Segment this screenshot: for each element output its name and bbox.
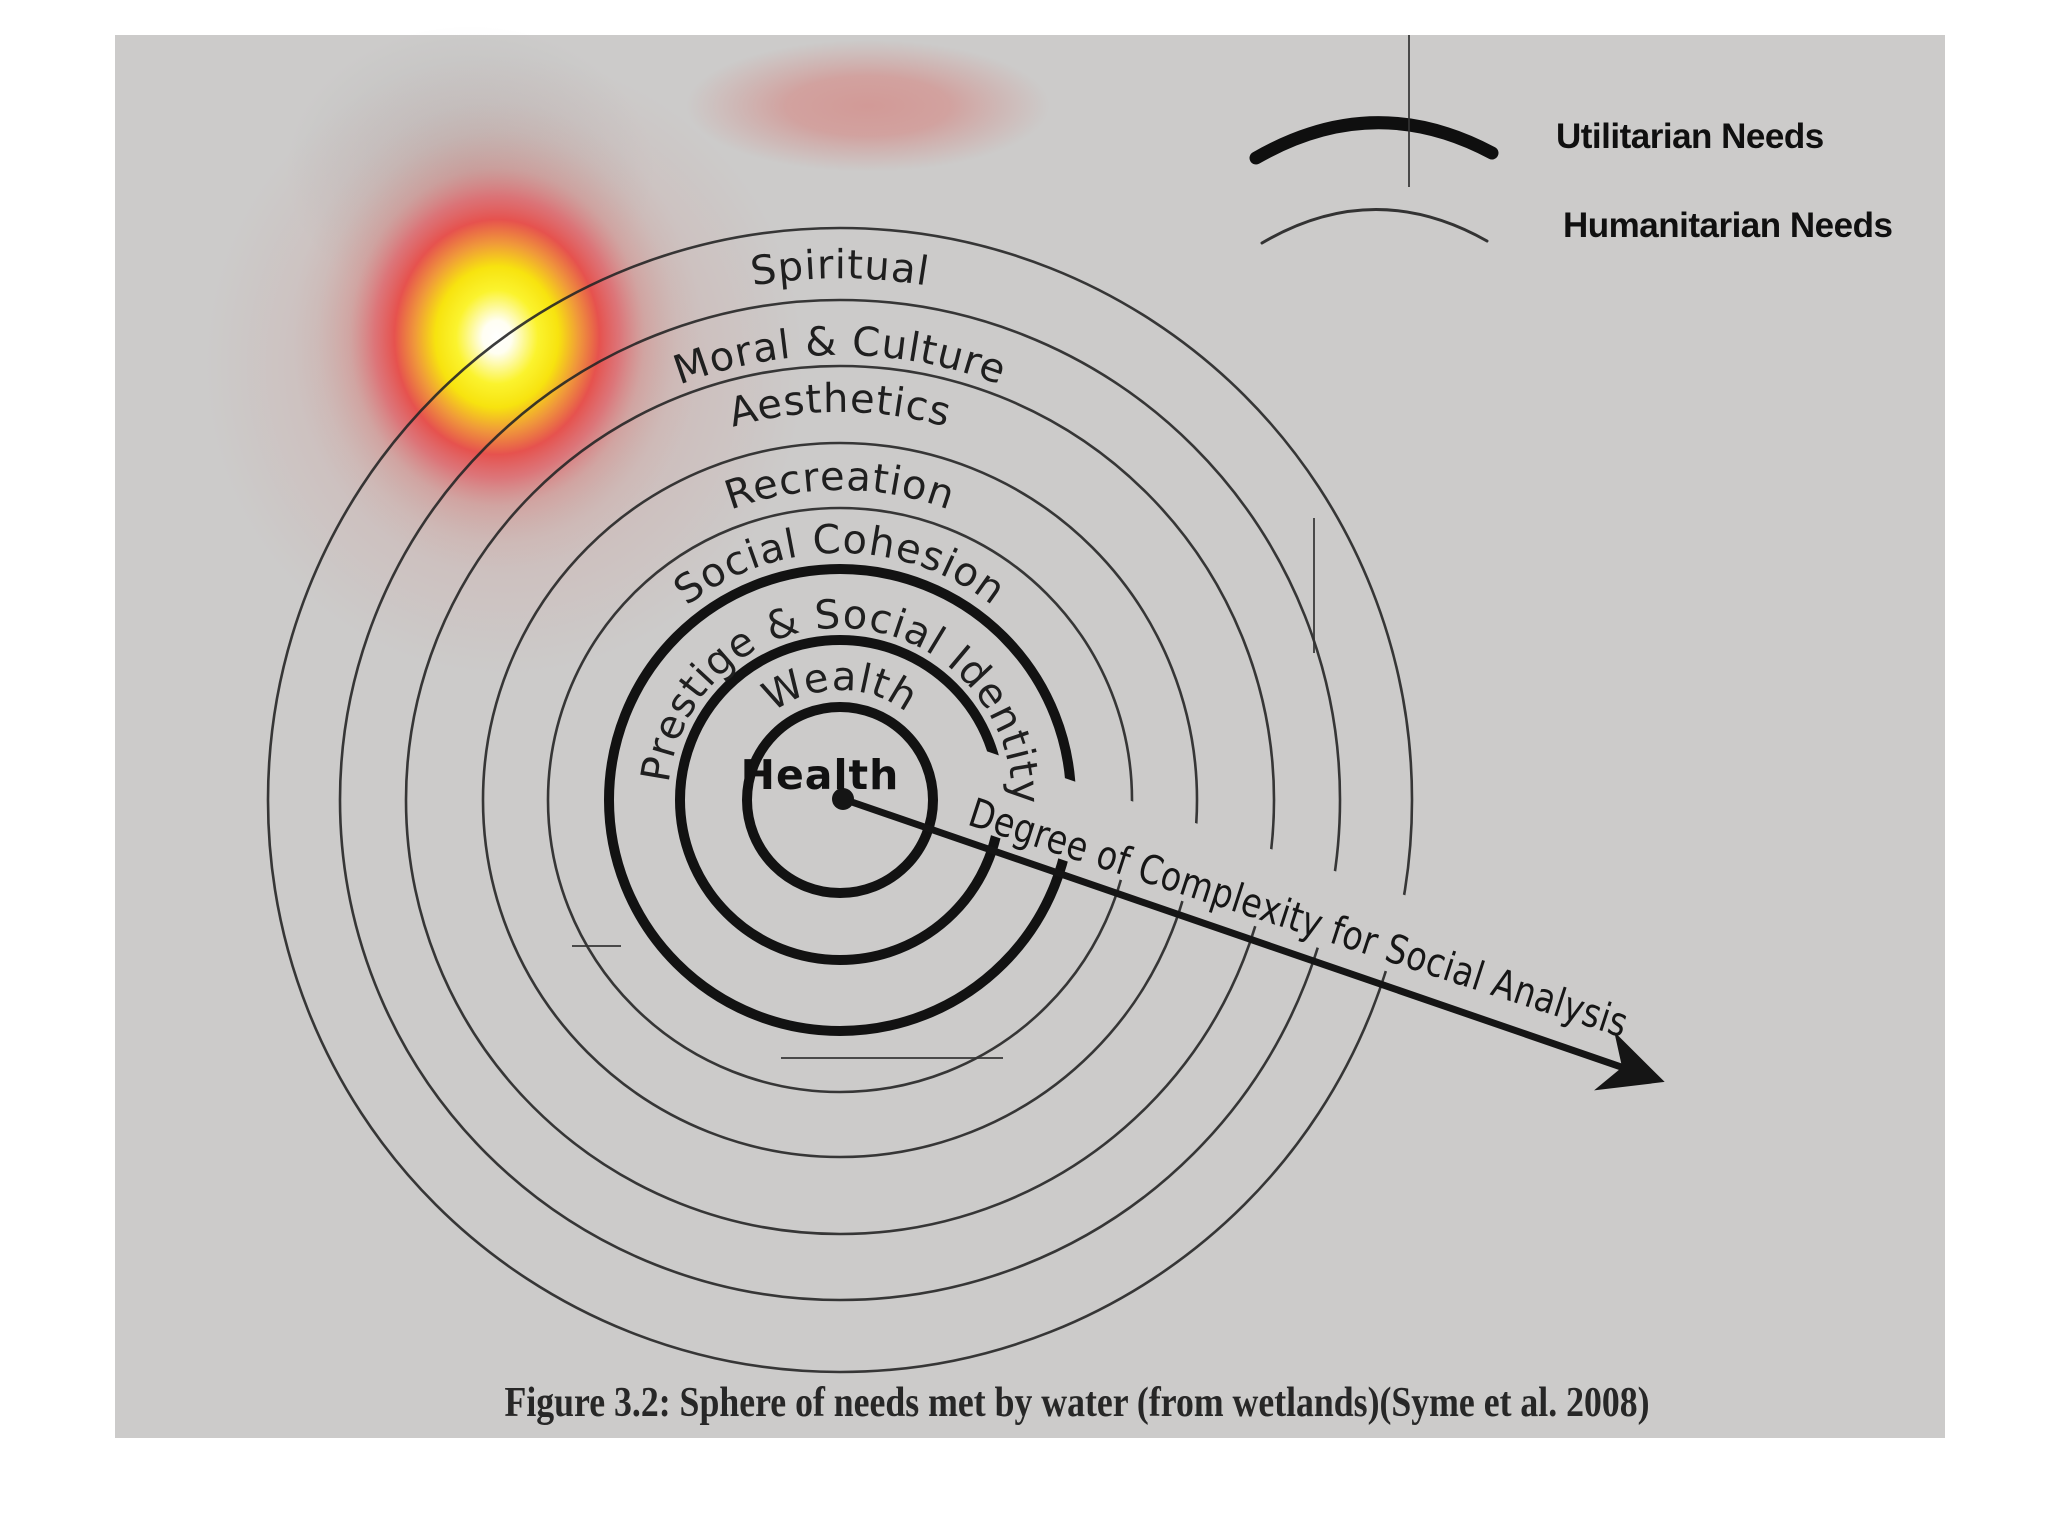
ring-circle-health: [742, 702, 938, 898]
flame-glow-artifact: [292, 102, 702, 572]
arrowhead-icon: [1594, 1031, 1665, 1091]
complexity-axis-group: [841, 747, 1810, 1109]
legend: Utilitarian Needs Humanitarian Needs: [1249, 116, 1893, 245]
ring-circle-spiritual: [266, 226, 1414, 1374]
ring-circle-social-cohesion: [546, 506, 1134, 1094]
humanitarian-thin-arc-icon: [1260, 208, 1489, 245]
ring-label-spiritual: Spiritual: [748, 242, 933, 295]
ring-circle-moral-culture: [338, 298, 1342, 1302]
legend-label-humanitarian: Humanitarian Needs: [1563, 206, 1892, 245]
red-smudge-artifact: [686, 40, 1050, 172]
axis-label-clearing: [951, 747, 1810, 1109]
ring-circle-recreation: [481, 441, 1199, 1159]
figure-caption: Figure 3.2: Sphere of needs met by water…: [505, 1380, 1650, 1426]
center-dot: [832, 788, 854, 810]
scan-line-artifacts: [572, 35, 1410, 1059]
utilitarian-thick-arc-icon: [1249, 116, 1499, 165]
complexity-axis-arrow-shaft: [841, 795, 1628, 1073]
legend-label-utilitarian: Utilitarian Needs: [1556, 117, 1824, 156]
ring-circle-aesthetics: [404, 364, 1276, 1236]
center-label-health: Health: [741, 751, 900, 799]
